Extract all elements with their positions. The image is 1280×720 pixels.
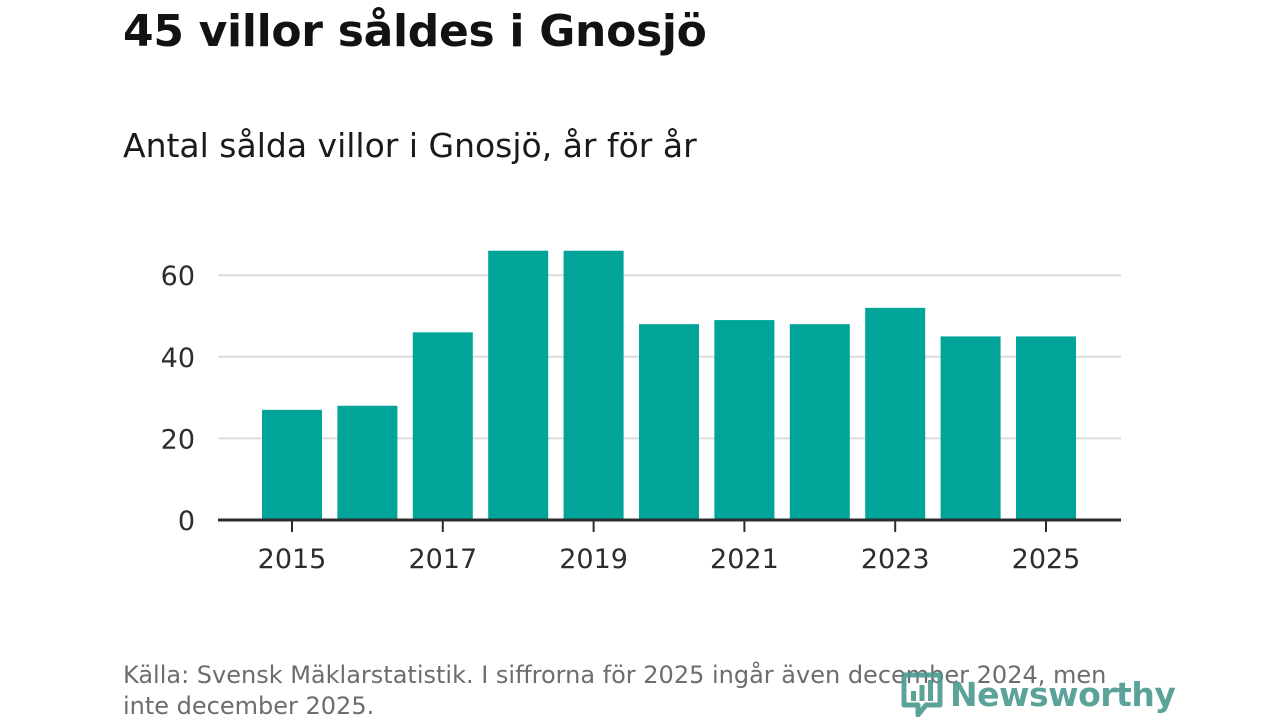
bar-2015 xyxy=(262,409,322,520)
chart-subtitle: Antal sålda villor i Gnosjö, år för år xyxy=(123,126,697,165)
x-tick-label-2019: 2019 xyxy=(559,544,628,575)
bar-2024 xyxy=(940,336,1001,520)
chart-title: 45 villor såldes i Gnosjö xyxy=(123,6,707,57)
bar-2023 xyxy=(865,307,926,520)
newsworthy-logo-icon xyxy=(901,672,943,717)
bar-2018 xyxy=(488,250,549,520)
x-tick-label-2025: 2025 xyxy=(1012,544,1081,575)
bar-2016 xyxy=(337,405,398,520)
x-tick-label-2017: 2017 xyxy=(408,544,477,575)
bar-2017 xyxy=(412,332,473,520)
bar-chart: 0 20 40 60 2015 2017 2019 2021 2023 2025 xyxy=(161,250,1121,575)
bar-2020 xyxy=(639,324,699,520)
bar-2022 xyxy=(789,324,850,520)
bar-2021 xyxy=(714,320,775,520)
y-tick-label-0: 0 xyxy=(178,506,195,537)
y-tick-label-40: 40 xyxy=(161,343,195,374)
newsworthy-logo: Newsworthy xyxy=(900,668,1176,720)
x-tick-label-2015: 2015 xyxy=(258,544,327,575)
newsworthy-logo-text: Newsworthy xyxy=(950,674,1176,714)
x-tick-label-2021: 2021 xyxy=(710,544,779,575)
y-tick-label-20: 20 xyxy=(161,424,195,455)
bar-2019 xyxy=(563,250,624,520)
bar-2025 xyxy=(1016,336,1076,520)
y-tick-label-60: 60 xyxy=(161,261,195,292)
x-tick-label-2023: 2023 xyxy=(861,544,930,575)
